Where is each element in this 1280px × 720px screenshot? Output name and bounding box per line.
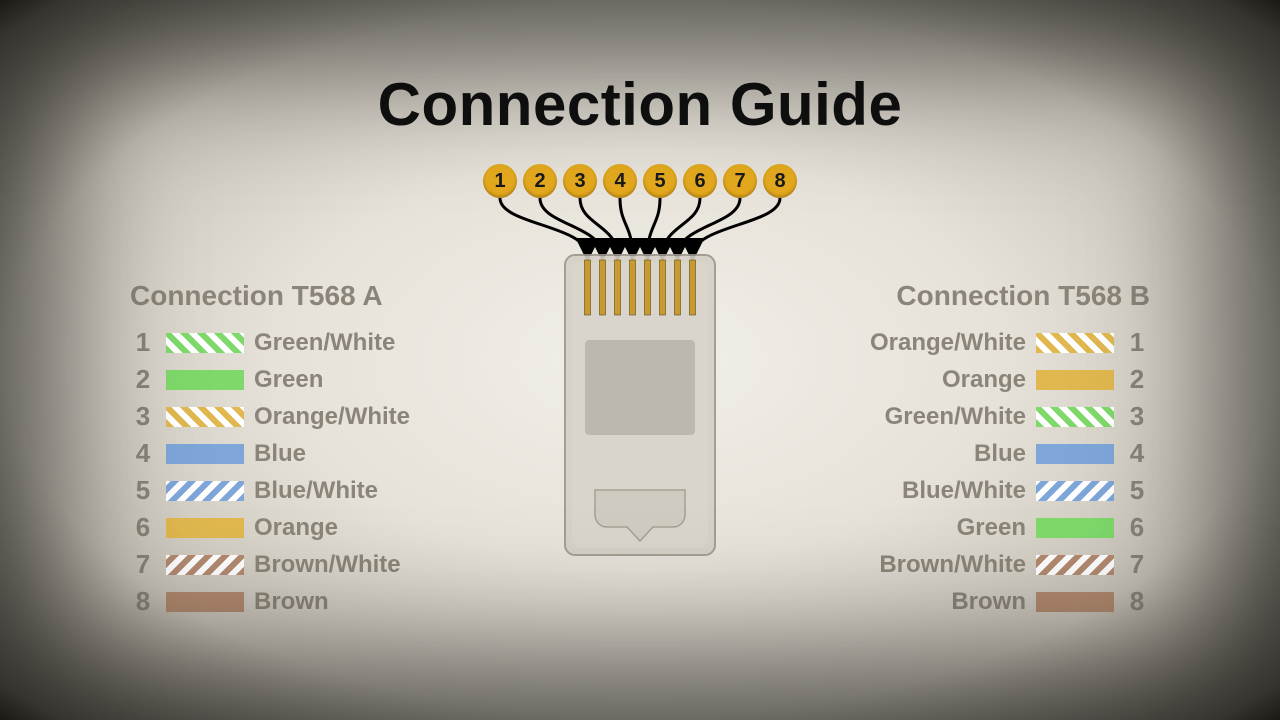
wire-label: Blue <box>974 440 1026 468</box>
wire-number: 2 <box>130 364 156 395</box>
connector-pin-5 <box>645 260 651 315</box>
wire-swatch <box>1036 592 1114 612</box>
wire-label: Orange/White <box>254 403 410 431</box>
wire-number: 4 <box>130 438 156 469</box>
wire-swatch <box>1036 555 1114 575</box>
wire-label: Blue/White <box>254 477 378 505</box>
wire-row: 8 Brown <box>130 583 510 620</box>
wire-label: Blue/White <box>902 477 1026 505</box>
rows-a: 1 Green/White 2 Green 3 Orange/White 4 Blue 5 Blu… <box>130 324 510 620</box>
wire-swatch <box>166 481 244 501</box>
connector-diagram <box>460 160 820 580</box>
wire-swatch <box>166 370 244 390</box>
wire-swatch <box>166 407 244 427</box>
stage: Connection Guide 1 2 3 4 5 6 7 8 Connection T56… <box>0 0 1280 720</box>
wire-swatch <box>166 592 244 612</box>
connector-pin-6 <box>660 260 666 315</box>
wire-number: 3 <box>1124 401 1150 432</box>
wire-number: 5 <box>1124 475 1150 506</box>
wire-row: Brown 8 <box>770 583 1150 620</box>
connector-pin-7 <box>675 260 681 315</box>
wire-label: Green/White <box>885 403 1026 431</box>
wire-row: Blue/White 5 <box>770 472 1150 509</box>
wire-number: 8 <box>1124 586 1150 617</box>
connector-pin-1 <box>585 260 591 315</box>
wire-label: Orange/White <box>870 329 1026 357</box>
connector-pin-3 <box>615 260 621 315</box>
wire-label: Blue <box>254 440 306 468</box>
wire-swatch <box>166 555 244 575</box>
wire-row: Brown/White 7 <box>770 546 1150 583</box>
connector-pin-8 <box>690 260 696 315</box>
wire-label: Orange <box>254 514 338 542</box>
pin-arrow-4 <box>620 198 633 256</box>
wire-row: 6 Orange <box>130 509 510 546</box>
wire-row: 4 Blue <box>130 435 510 472</box>
wire-swatch <box>1036 444 1114 464</box>
wire-label: Brown/White <box>254 551 401 579</box>
column-t568b: Connection T568 B Orange/White1Orange2Gr… <box>770 280 1150 620</box>
wire-row: 5 Blue/White <box>130 472 510 509</box>
pin-arrow-5 <box>648 198 661 256</box>
wire-swatch <box>1036 518 1114 538</box>
wire-swatch <box>1036 370 1114 390</box>
wire-label: Brown <box>254 588 329 616</box>
wire-number: 5 <box>130 475 156 506</box>
column-title-a: Connection T568 A <box>130 280 510 312</box>
wire-row: Orange 2 <box>770 361 1150 398</box>
wire-row: Green/White 3 <box>770 398 1150 435</box>
wire-number: 8 <box>130 586 156 617</box>
wire-number: 3 <box>130 401 156 432</box>
rows-b: Orange/White1Orange2Green/White3Blue4Blu… <box>770 324 1150 620</box>
wire-swatch <box>1036 481 1114 501</box>
wire-number: 7 <box>130 549 156 580</box>
wire-row: Blue 4 <box>770 435 1150 472</box>
wire-swatch <box>166 444 244 464</box>
page-title: Connection Guide <box>0 70 1280 139</box>
wire-label: Green <box>254 366 323 394</box>
wire-number: 1 <box>1124 327 1150 358</box>
wire-number: 4 <box>1124 438 1150 469</box>
wire-row: 3 Orange/White <box>130 398 510 435</box>
connector-pin-4 <box>630 260 636 315</box>
wire-label: Brown/White <box>879 551 1026 579</box>
wire-label: Orange <box>942 366 1026 394</box>
wire-label: Brown <box>951 588 1026 616</box>
wire-number: 6 <box>1124 512 1150 543</box>
column-t568a: Connection T568 A 1 Green/White 2 Green 3 Ora… <box>130 280 510 620</box>
wire-label: Green/White <box>254 329 395 357</box>
wire-row: Green 6 <box>770 509 1150 546</box>
wire-label: Green <box>957 514 1026 542</box>
wire-number: 7 <box>1124 549 1150 580</box>
wire-row: 1 Green/White <box>130 324 510 361</box>
wire-swatch <box>1036 407 1114 427</box>
wire-swatch <box>1036 333 1114 353</box>
wire-number: 6 <box>130 512 156 543</box>
wire-row: 2 Green <box>130 361 510 398</box>
wire-swatch <box>166 518 244 538</box>
connector-pin-2 <box>600 260 606 315</box>
wire-number: 2 <box>1124 364 1150 395</box>
wire-number: 1 <box>130 327 156 358</box>
wire-row: 7 Brown/White <box>130 546 510 583</box>
wire-swatch <box>166 333 244 353</box>
wire-row: Orange/White 1 <box>770 324 1150 361</box>
column-title-b: Connection T568 B <box>770 280 1150 312</box>
